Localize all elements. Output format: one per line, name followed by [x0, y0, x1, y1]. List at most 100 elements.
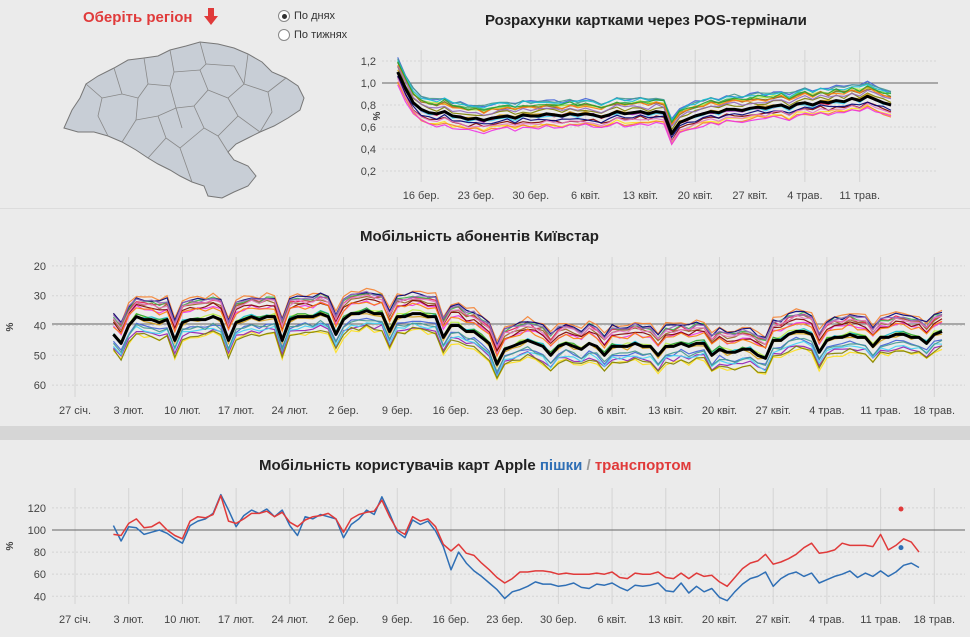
ukraine-map-icon[interactable] [58, 36, 310, 206]
y-tick-label: 20 [34, 261, 46, 273]
x-tick-label: 9 бер. [382, 614, 413, 626]
x-tick-label: 9 бер. [382, 405, 413, 417]
radio-weekly[interactable]: По тижнях [278, 29, 347, 41]
x-tick-label: 27 січ. [59, 405, 91, 417]
region-series-line [397, 64, 892, 127]
apple-title-main: Мобільність користувачів карт Apple [259, 457, 536, 474]
region-series-line [112, 324, 943, 380]
x-tick-label: 4 трав. [809, 405, 844, 417]
apple-chart: 27 січ. 3 лют. 10 лют. 17 лют. 24 лют. 2 бер.… [5, 488, 965, 626]
y-tick-label: 100 [28, 525, 46, 537]
x-tick-label: 27 квіт. [732, 190, 767, 202]
y-tick-label: 0,6 [361, 122, 376, 134]
pos-chart-title: Розрахунки картками через POS-термінали [485, 12, 807, 29]
x-tick-label: 3 лют. [113, 614, 143, 626]
region-series-line [112, 319, 943, 373]
x-tick-label: 16 бер. [433, 405, 470, 417]
region-series-line [397, 78, 892, 143]
region-series-line [397, 84, 892, 146]
pos-chart: 16 бер. 23 бер. 30 бер. 6 квіт. 13 квіт. 20 к… [361, 50, 938, 202]
x-tick-label: 18 трав. [914, 614, 955, 626]
region-series-line [397, 66, 892, 131]
x-tick-label: 20 квіт. [678, 190, 713, 202]
x-tick-label: 18 трав. [914, 405, 955, 417]
kyivstar-chart-title: Мобільність абонентів Київстар [360, 228, 599, 245]
x-tick-label: 30 бер. [540, 614, 577, 626]
x-tick-label: 30 бер. [540, 405, 577, 417]
radio-button-icon[interactable] [278, 29, 290, 41]
region-series-line [397, 75, 892, 139]
y-axis-label: % [5, 322, 16, 331]
x-tick-label: 6 квіт. [597, 614, 626, 626]
series-line-1 [113, 494, 920, 588]
region-series-line [397, 76, 892, 143]
arrow-down-icon [204, 8, 218, 25]
endpoint-marker [898, 545, 904, 551]
pane-separator [0, 426, 970, 440]
x-tick-label: 13 квіт. [648, 405, 683, 417]
x-tick-label: 30 бер. [512, 190, 549, 202]
x-tick-label: 11 трав. [839, 190, 880, 202]
x-tick-label: 17 лют. [218, 614, 255, 626]
y-tick-label: 50 [34, 350, 46, 362]
x-tick-label: 23 бер. [486, 405, 523, 417]
region-series-line [113, 301, 943, 358]
x-tick-label: 4 трав. [809, 614, 844, 626]
y-tick-label: 0,8 [361, 100, 376, 112]
bottom-pane: Мобільність користувачів карт Apple пішк… [0, 440, 970, 637]
y-tick-label: 1,2 [361, 56, 376, 68]
x-tick-label: 17 лют. [218, 405, 255, 417]
region-series-line [112, 307, 943, 366]
endpoint-marker [898, 506, 904, 512]
y-tick-label: 30 [34, 291, 46, 303]
region-picker-title: Оберіть регіон [83, 9, 193, 26]
x-tick-label: 6 квіт. [597, 405, 626, 417]
x-tick-label: 24 лют. [272, 405, 309, 417]
y-tick-label: 60 [34, 569, 46, 581]
y-axis-label: % [372, 111, 383, 120]
x-tick-label: 27 квіт. [756, 614, 791, 626]
y-axis-label: % [5, 541, 16, 550]
region-series-line [112, 294, 943, 349]
radio-daily[interactable]: По днях [278, 10, 335, 22]
x-tick-label: 6 квіт. [571, 190, 600, 202]
overall-series-line [396, 71, 892, 136]
x-tick-label: 2 бер. [328, 614, 359, 626]
radio-button-icon[interactable] [278, 10, 290, 22]
x-tick-label: 11 трав. [860, 614, 901, 626]
region-series-line [112, 325, 943, 381]
region-series-line [397, 81, 892, 146]
x-tick-label: 20 квіт. [702, 405, 737, 417]
kyivstar-chart: 27 січ. 3 лют. 10 лют. 17 лют. 24 лют. 2 бер.… [5, 257, 965, 417]
y-tick-label: 40 [34, 591, 46, 603]
middle-pane: Мобільність абонентів Київстар 27 січ. 3 … [0, 208, 970, 426]
y-tick-label: 0,2 [361, 166, 376, 178]
x-tick-label: 10 лют. [164, 614, 201, 626]
y-tick-label: 80 [34, 547, 46, 559]
x-tick-label: 23 бер. [458, 190, 495, 202]
x-tick-label: 11 трав. [860, 405, 901, 417]
x-tick-label: 13 квіт. [648, 614, 683, 626]
region-series-line [397, 61, 892, 124]
y-tick-label: 1,0 [361, 78, 376, 90]
radio-weekly-label: По тижнях [294, 29, 348, 41]
region-series-line [397, 60, 892, 122]
x-tick-label: 24 лют. [272, 614, 309, 626]
y-tick-label: 40 [34, 321, 46, 333]
x-tick-label: 2 бер. [328, 405, 359, 417]
y-tick-label: 60 [34, 380, 46, 392]
apple-title-walk: пішки [539, 457, 583, 474]
apple-chart-title: Мобільність користувачів карт Apple пішк… [259, 457, 691, 474]
region-series-line [112, 290, 943, 349]
region-series-line [397, 66, 892, 128]
y-tick-label: 120 [28, 503, 46, 515]
radio-daily-label: По днях [294, 10, 336, 22]
region-series-line [112, 322, 943, 379]
apple-title-transit: транспортом [594, 457, 692, 474]
x-tick-label: 10 лют. [164, 405, 201, 417]
x-tick-label: 4 трав. [787, 190, 822, 202]
x-tick-label: 3 лют. [113, 405, 143, 417]
x-tick-label: 13 квіт. [623, 190, 658, 202]
x-tick-label: 27 січ. [59, 614, 91, 626]
x-tick-label: 16 бер. [433, 614, 470, 626]
